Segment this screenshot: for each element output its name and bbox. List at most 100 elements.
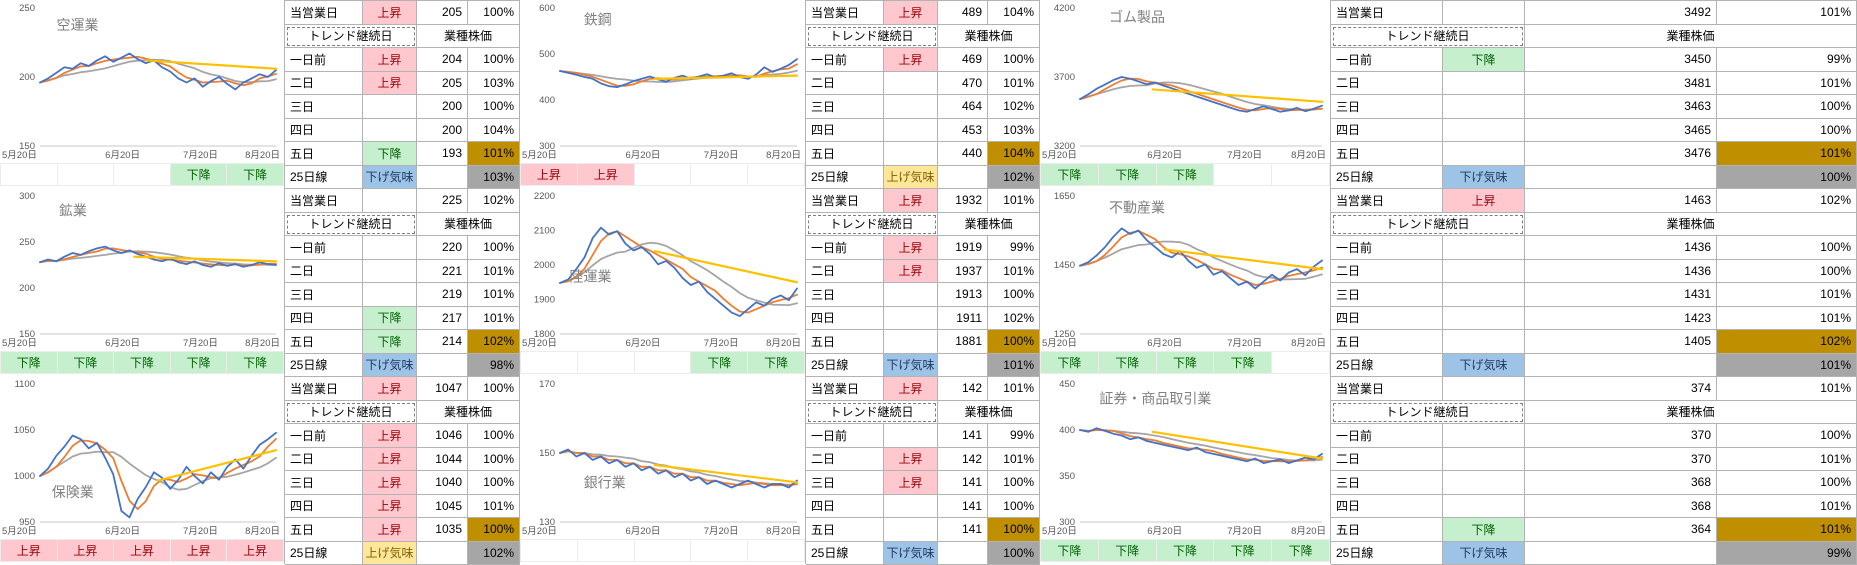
day-pct-cell: 101% <box>1717 142 1857 166</box>
day-trend-cell: 上昇 <box>884 260 938 284</box>
sector-table: 当営業日 上昇 1932 101% トレンド継続日 業種株価 一日前 上昇 19… <box>805 188 1040 376</box>
day-trend-cell <box>363 283 417 307</box>
trend-strip: 上昇上昇 <box>520 163 805 186</box>
svg-text:1100: 1100 <box>15 379 35 390</box>
svg-text:450: 450 <box>1059 379 1075 390</box>
day-pct-cell: 100% <box>468 48 520 72</box>
trend-days-header: トレンド継続日 <box>806 401 938 425</box>
sector-price-header: 業種株価 <box>417 401 520 425</box>
trend-strip-cell: 下降 <box>1099 351 1157 374</box>
current-day-price-cell: 3492 <box>1525 1 1717 25</box>
day-price-cell: 370 <box>1525 424 1717 448</box>
day-label: 三日 <box>285 471 363 495</box>
trend-days-header: トレンド継続日 <box>806 25 938 49</box>
trend-strip: 下降下降下降下降下降 <box>0 351 284 374</box>
ma-line-trend-cell: 下げ気味 <box>884 354 938 378</box>
trend-days-header: トレンド継続日 <box>1331 25 1525 49</box>
day-pct-cell: 102% <box>1717 330 1857 354</box>
current-day-price-cell: 225 <box>417 189 468 213</box>
day-trend-cell <box>884 95 938 119</box>
trend-strip-cell <box>520 351 578 374</box>
sector-price-header: 業種株価 <box>417 25 520 49</box>
day-pct-cell: 100% <box>988 518 1040 542</box>
trend-strip: 下降下降 <box>520 351 805 374</box>
day-label: 二日 <box>285 72 363 96</box>
day-label: 四日 <box>285 495 363 519</box>
trend-strip-cell <box>520 539 578 562</box>
trend-strip-cell <box>691 163 748 186</box>
day-label: 二日 <box>806 448 884 472</box>
trend-strip-cell: 下降 <box>227 351 284 374</box>
day-pct-cell: 100% <box>1717 424 1857 448</box>
day-pct-cell: 100% <box>468 448 520 472</box>
current-day-label: 当営業日 <box>806 189 884 213</box>
day-price-cell: 364 <box>1525 518 1717 542</box>
day-trend-cell <box>884 119 938 143</box>
svg-text:8月20日: 8月20日 <box>245 338 280 349</box>
ma-line-price-cell <box>938 166 988 190</box>
day-trend-cell <box>1443 119 1525 143</box>
day-price-cell: 141 <box>938 518 988 542</box>
day-trend-cell <box>1443 424 1525 448</box>
day-pct-cell: 101% <box>468 260 520 284</box>
day-price-cell: 214 <box>417 330 468 354</box>
trend-strip-cell: 下降 <box>1157 351 1215 374</box>
trend-days-header: トレンド継続日 <box>1331 213 1525 237</box>
ma-line-pct-cell: 102% <box>988 166 1040 190</box>
svg-text:1450: 1450 <box>1054 260 1075 271</box>
svg-text:8月20日: 8月20日 <box>766 526 801 537</box>
svg-text:400: 400 <box>539 95 555 106</box>
svg-text:8月20日: 8月20日 <box>1291 150 1326 161</box>
day-trend-cell <box>1443 330 1525 354</box>
day-trend-cell: 下降 <box>1443 48 1525 72</box>
trend-strip-cell: 下降 <box>1099 539 1157 562</box>
svg-text:350: 350 <box>1059 471 1075 482</box>
day-price-cell: 3481 <box>1525 72 1717 96</box>
ma-line-pct-cell: 101% <box>1717 354 1857 378</box>
day-price-cell: 440 <box>938 142 988 166</box>
day-price-cell: 1436 <box>1525 236 1717 260</box>
trend-strip-cell: 上昇 <box>114 539 171 562</box>
day-label: 一日前 <box>1331 424 1443 448</box>
trend-strip-cell: 下降 <box>1214 539 1272 562</box>
day-label: 四日 <box>806 495 884 519</box>
day-trend-cell <box>884 72 938 96</box>
current-day-trend-cell: 上昇 <box>884 189 938 213</box>
day-label: 三日 <box>806 471 884 495</box>
svg-text:7月20日: 7月20日 <box>1227 526 1262 537</box>
day-pct-cell: 100% <box>468 424 520 448</box>
day-price-cell: 1436 <box>1525 260 1717 284</box>
svg-text:7月20日: 7月20日 <box>183 338 218 349</box>
day-trend-cell <box>884 307 938 331</box>
svg-text:不動産業: 不動産業 <box>1109 200 1165 216</box>
current-day-pct-cell: 101% <box>988 377 1040 401</box>
trend-strip-cell <box>748 539 805 562</box>
current-day-pct-cell: 102% <box>468 189 520 213</box>
day-label: 一日前 <box>285 48 363 72</box>
day-pct-cell: 100% <box>468 518 520 542</box>
day-pct-cell: 101% <box>1717 307 1857 331</box>
svg-text:400: 400 <box>1059 425 1075 436</box>
svg-text:7月20日: 7月20日 <box>1227 150 1262 161</box>
sector-price-header: 業種株価 <box>1525 25 1857 49</box>
trend-strip-cell <box>1272 163 1330 186</box>
svg-text:7月20日: 7月20日 <box>704 526 739 537</box>
day-label: 一日前 <box>1331 236 1443 260</box>
svg-text:6月20日: 6月20日 <box>626 338 661 349</box>
day-trend-cell: 上昇 <box>363 448 417 472</box>
current-day-trend-cell: 上昇 <box>884 1 938 25</box>
ma-line-label: 25日線 <box>285 542 363 565</box>
day-pct-cell: 102% <box>988 95 1040 119</box>
trend-strip-cell <box>58 163 115 186</box>
day-label: 二日 <box>285 448 363 472</box>
ma-line-pct-cell: 103% <box>468 166 520 190</box>
day-price-cell: 193 <box>417 142 468 166</box>
day-pct-cell: 101% <box>1717 72 1857 96</box>
current-day-pct-cell: 100% <box>468 377 520 401</box>
day-pct-cell: 101% <box>468 307 520 331</box>
day-trend-cell: 上昇 <box>363 471 417 495</box>
day-price-cell: 204 <box>417 48 468 72</box>
